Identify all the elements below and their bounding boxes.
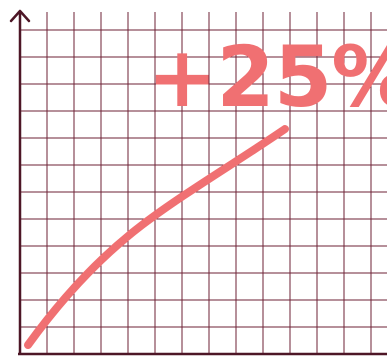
growth-trend-line <box>24 125 289 349</box>
axes <box>9 9 387 356</box>
headline-percent: +25% <box>147 28 387 126</box>
arrow-up-icon <box>9 9 31 23</box>
grid-lines <box>20 12 387 354</box>
